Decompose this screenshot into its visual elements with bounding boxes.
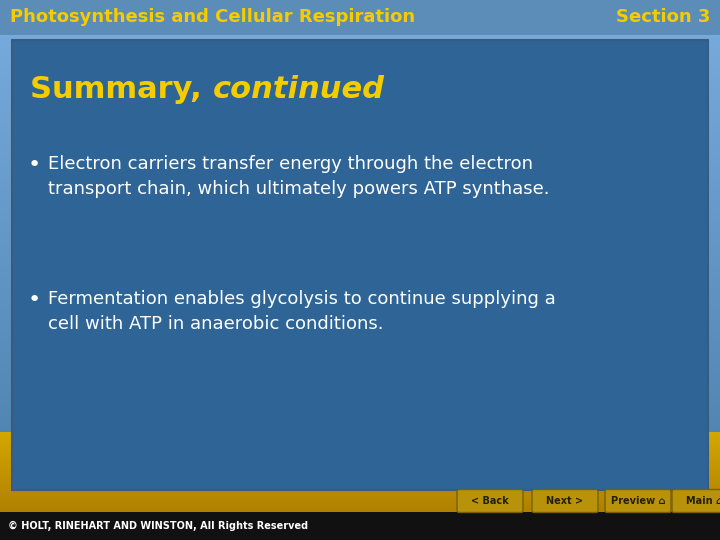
Text: Fermentation enables glycolysis to continue supplying a
cell with ATP in anaerob: Fermentation enables glycolysis to conti…	[48, 290, 556, 333]
Text: continued: continued	[212, 75, 384, 104]
Text: Main ⌂: Main ⌂	[686, 496, 720, 506]
Text: Next >: Next >	[546, 496, 584, 506]
FancyBboxPatch shape	[672, 489, 720, 512]
Text: Photosynthesis and Cellular Respiration: Photosynthesis and Cellular Respiration	[10, 8, 415, 26]
Text: Preview ⌂: Preview ⌂	[611, 496, 665, 506]
Text: Electron carriers transfer energy through the electron
transport chain, which ul: Electron carriers transfer energy throug…	[48, 155, 549, 198]
Text: •: •	[28, 290, 41, 310]
Text: •: •	[28, 155, 41, 175]
FancyBboxPatch shape	[457, 489, 523, 512]
FancyBboxPatch shape	[532, 489, 598, 512]
Text: Section 3: Section 3	[616, 8, 710, 26]
FancyBboxPatch shape	[605, 489, 671, 512]
Bar	[0, 0, 720, 35]
Bar	[0, 512, 720, 540]
FancyBboxPatch shape	[12, 40, 708, 490]
Text: Summary,: Summary,	[30, 75, 212, 104]
Text: < Back: < Back	[471, 496, 509, 506]
Text: © HOLT, RINEHART AND WINSTON, All Rights Reserved: © HOLT, RINEHART AND WINSTON, All Rights…	[8, 521, 308, 531]
